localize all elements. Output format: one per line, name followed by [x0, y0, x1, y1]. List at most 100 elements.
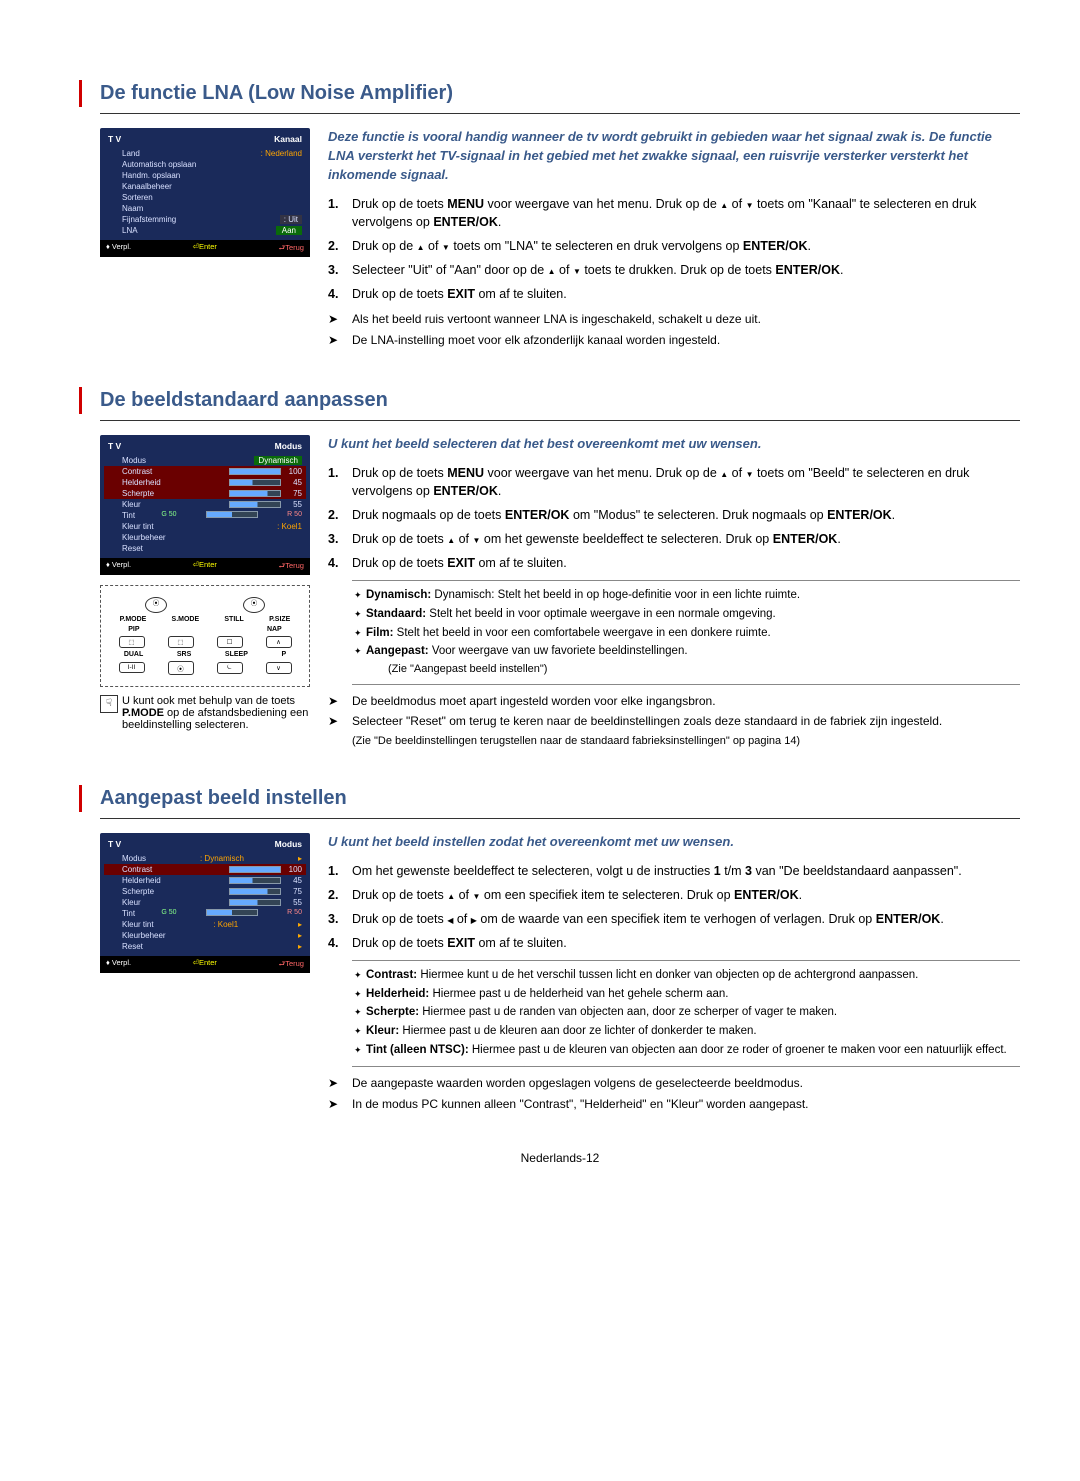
- info-row: Contrast: Hiermee kunt u de het verschil…: [356, 967, 1016, 984]
- osd-rows: Modus: Dynamisch ▸Contrast100Helderheid4…: [108, 853, 302, 952]
- osd-rows: Land: NederlandAutomatisch opslaanHandm.…: [108, 148, 302, 236]
- osd-modus-1: T V Modus ModusDynamischContrast100Helde…: [100, 435, 310, 575]
- steps-list: Druk op de toets MENU voor weergave van …: [328, 464, 1020, 573]
- osd-row: Kleur55: [108, 897, 302, 908]
- step-item: Druk op de toets ▲ of ▼ om het gewenste …: [328, 530, 1020, 548]
- osd-tr: Kanaal: [274, 134, 302, 144]
- remote-tip: ☟ U kunt ook met behulp van de toets P.M…: [100, 695, 310, 731]
- note-item: De LNA-instelling moet voor elk afzonder…: [328, 332, 1020, 349]
- osd-row: Kanaalbeheer: [108, 181, 302, 192]
- remote-lbl: P.MODE: [120, 616, 147, 623]
- osd-tl: T V: [108, 839, 121, 849]
- osd-row: TintG 50R 50: [108, 908, 302, 919]
- info-row: Scherpte: Hiermee past u de randen van o…: [356, 1004, 1016, 1021]
- note-item: In de modus PC kunnen alleen "Contrast",…: [328, 1096, 1020, 1113]
- note-item: De beeldmodus moet apart ingesteld worde…: [328, 693, 1020, 710]
- osd-footer: ♦ Verpl. ⏎Enter ⮐Terug: [100, 240, 310, 257]
- remote-lbl: PIP: [128, 626, 139, 633]
- section-beeldstandaard: De beeldstandaard aanpassen T V Modus Mo…: [100, 387, 1020, 750]
- notes-list: De aangepaste waarden worden opgeslagen …: [328, 1075, 1020, 1113]
- osd-row: Kleur tint: Koel1 ▸: [108, 919, 302, 930]
- notes-list: Als het beeld ruis vertoont wanneer LNA …: [328, 311, 1020, 349]
- osd-return: ⮐Terug: [278, 560, 304, 573]
- info-row: Film: Stelt het beeld in voor een comfor…: [356, 625, 1016, 642]
- osd-row: Scherpte75: [104, 488, 306, 499]
- osd-row: Naam: [108, 203, 302, 214]
- osd-row: Contrast100: [104, 466, 306, 477]
- osd-enter: ⏎Enter: [193, 242, 217, 255]
- osd-row: Sorteren: [108, 192, 302, 203]
- osd-rows: ModusDynamischContrast100Helderheid45Sch…: [108, 455, 302, 554]
- step-item: Druk op de toets MENU voor weergave van …: [328, 464, 1020, 500]
- remote-lbl: DUAL: [124, 651, 143, 658]
- osd-enter: ⏎Enter: [193, 958, 217, 971]
- info-row: Standaard: Stelt het beeld in voor optim…: [356, 606, 1016, 623]
- steps-list: Om het gewenste beeldeffect te selectere…: [328, 862, 1020, 953]
- remote-lbl: S.MODE: [172, 616, 200, 623]
- osd-move: ♦ Verpl.: [106, 958, 131, 971]
- osd-enter: ⏎Enter: [193, 560, 217, 573]
- step-item: Druk op de toets MENU voor weergave van …: [328, 195, 1020, 231]
- osd-footer: ♦ Verpl. ⏎Enter ⮐Terug: [100, 956, 310, 973]
- osd-modus-2: T V Modus Modus: Dynamisch ▸Contrast100H…: [100, 833, 310, 973]
- info-row: Helderheid: Hiermee past u de helderheid…: [356, 986, 1016, 1003]
- osd-tl: T V: [108, 134, 121, 144]
- steps-list: Druk op de toets MENU voor weergave van …: [328, 195, 1020, 304]
- remote-lbl: NAP: [267, 626, 282, 633]
- osd-row: ModusDynamisch: [108, 455, 302, 466]
- info-row: Aangepast: Voor weergave van uw favoriet…: [356, 643, 1016, 660]
- osd-row: Helderheid45: [104, 477, 306, 488]
- step-item: Druk op de toets ◀ of ▶ om de waarde van…: [328, 910, 1020, 928]
- remote-lbl: P.SIZE: [269, 616, 290, 623]
- osd-tr: Modus: [275, 839, 302, 849]
- osd-row: Kleur tint: Koel1: [108, 521, 302, 532]
- step-item: Selecteer "Uit" of "Aan" door op de ▲ of…: [328, 261, 1020, 279]
- osd-tl: T V: [108, 441, 121, 451]
- remote-diagram: ⦿⦿ P.MODE S.MODE STILL P.SIZE PIP NAP ⬚⬚…: [100, 585, 310, 687]
- info-box: Contrast: Hiermee kunt u de het verschil…: [352, 960, 1020, 1067]
- remote-lbl: STILL: [224, 616, 243, 623]
- osd-tr: Modus: [275, 441, 302, 451]
- osd-return: ⮐Terug: [278, 242, 304, 255]
- osd-return: ⮐Terug: [278, 958, 304, 971]
- osd-row: Land: Nederland: [108, 148, 302, 159]
- step-item: Druk nogmaals op de toets ENTER/OK om "M…: [328, 506, 1020, 524]
- note-item: De aangepaste waarden worden opgeslagen …: [328, 1075, 1020, 1092]
- info-box: Dynamisch: Dynamisch: Stelt het beeld in…: [352, 580, 1020, 685]
- osd-row: Fijnafstemming: Uit: [108, 214, 302, 225]
- osd-move: ♦ Verpl.: [106, 560, 131, 573]
- step-item: Druk op de ▲ of ▼ toets om "LNA" te sele…: [328, 237, 1020, 255]
- osd-row: Scherpte75: [108, 886, 302, 897]
- remote-lbl: SLEEP: [225, 651, 248, 658]
- osd-row: Contrast100: [104, 864, 306, 875]
- step-item: Om het gewenste beeldeffect te selectere…: [328, 862, 1020, 880]
- section-title: De functie LNA (Low Noise Amplifier): [100, 80, 1020, 107]
- osd-row: Reset: [108, 543, 302, 554]
- step-item: Druk op de toets EXIT om af te sluiten.: [328, 934, 1020, 952]
- step-item: Druk op de toets ▲ of ▼ om een specifiek…: [328, 886, 1020, 904]
- info-row: Dynamisch: Dynamisch: Stelt het beeld in…: [356, 587, 1016, 604]
- section-lna: De functie LNA (Low Noise Amplifier) T V…: [100, 80, 1020, 352]
- note-item: Als het beeld ruis vertoont wanneer LNA …: [328, 311, 1020, 328]
- note-sub: (Zie "De beeldinstellingen terugstellen …: [328, 734, 1020, 750]
- notes-list: De beeldmodus moet apart ingesteld worde…: [328, 693, 1020, 731]
- note-item: Selecteer "Reset" om terug te keren naar…: [328, 713, 1020, 730]
- hand-icon: ☟: [100, 695, 118, 713]
- section-lead: Deze functie is vooral handig wanneer de…: [328, 128, 1020, 185]
- section-title: Aangepast beeld instellen: [100, 785, 1020, 812]
- osd-row: Helderheid45: [108, 875, 302, 886]
- section-lead: U kunt het beeld selecteren dat het best…: [328, 435, 1020, 454]
- remote-lbl: P: [282, 651, 287, 658]
- page-number: Nederlands-12: [100, 1151, 1020, 1165]
- section-title: De beeldstandaard aanpassen: [100, 387, 1020, 414]
- osd-row: Kleurbeheer▸: [108, 930, 302, 941]
- section-aangepast: Aangepast beeld instellen T V Modus Modu…: [100, 785, 1020, 1116]
- osd-row: Reset▸: [108, 941, 302, 952]
- step-item: Druk op de toets EXIT om af te sluiten.: [328, 285, 1020, 303]
- osd-move: ♦ Verpl.: [106, 242, 131, 255]
- info-sub: (Zie "Aangepast beeld instellen"): [356, 662, 1016, 678]
- osd-kanaal: T V Kanaal Land: NederlandAutomatisch op…: [100, 128, 310, 257]
- info-row: Tint (alleen NTSC): Hiermee past u de kl…: [356, 1042, 1016, 1059]
- step-item: Druk op de toets EXIT om af te sluiten.: [328, 554, 1020, 572]
- osd-row: Handm. opslaan: [108, 170, 302, 181]
